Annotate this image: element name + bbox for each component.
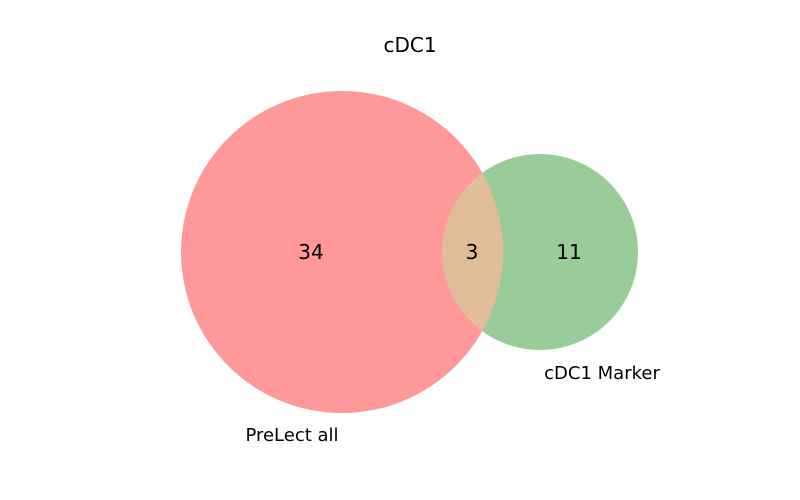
set-b-label: cDC1 Marker xyxy=(544,363,660,384)
count-intersection: 3 xyxy=(466,240,479,264)
set-a-circle xyxy=(181,91,503,413)
set-a-label: PreLect all xyxy=(245,425,338,446)
count-set-b-only: 11 xyxy=(556,240,581,264)
count-set-a-only: 34 xyxy=(298,240,323,264)
diagram-title: cDC1 xyxy=(383,33,436,57)
intersection-region xyxy=(442,154,503,350)
